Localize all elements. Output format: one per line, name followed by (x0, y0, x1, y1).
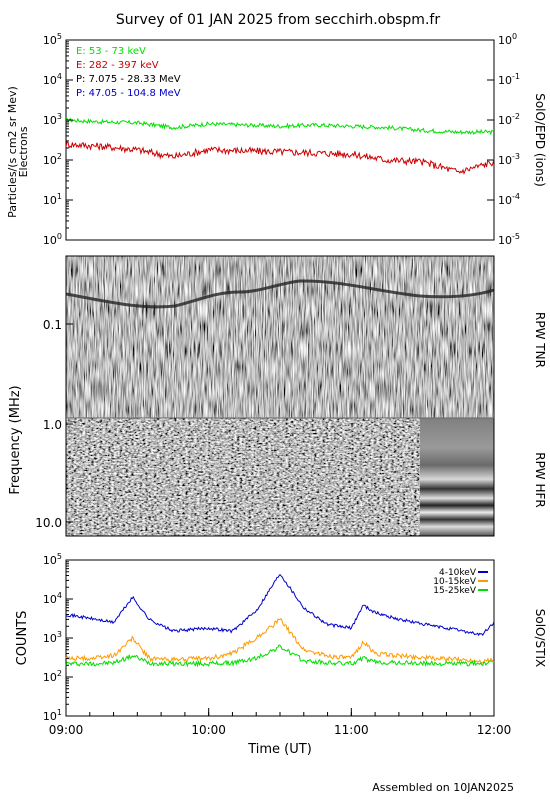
stix-series-line (65, 644, 495, 668)
stix-ylabel: COUNTS (15, 611, 30, 666)
rpw-panel: 0.1 1.0 10.0 Frequency (MHz) RPW TNR RPW H… (8, 255, 547, 537)
epd-y2tick-label: 100 (498, 32, 517, 47)
epd-ylabel2: Electrons (17, 126, 30, 177)
epd-y2tick-label: 10-1 (498, 72, 520, 87)
epd-ytick-label: 105 (43, 32, 62, 47)
stix-xtick-label: 12:00 (477, 723, 512, 737)
stix-right-label: SolO/STIX (533, 609, 547, 668)
stix-ytick-label: 105 (43, 552, 62, 567)
tnr-emission-lane (65, 279, 495, 309)
tnr-spectrogram (66, 256, 494, 418)
stix-legend-label: 15-25keV (433, 586, 477, 596)
epd-panel: E: 53 - 73 keV E: 282 - 397 keV P: 7.075 -… (6, 32, 547, 247)
rpw-tnr-label: RPW TNR (533, 312, 547, 368)
epd-ytick-label: 100 (43, 232, 62, 247)
stix-ytick-label: 101 (43, 708, 62, 723)
stix-ytick-label: 103 (43, 630, 62, 645)
stix-series-line (65, 573, 495, 637)
hfr-spectrogram (66, 418, 420, 536)
epd-ytick-label: 103 (43, 112, 62, 127)
epd-legend-item: P: 7.075 - 28.33 MeV (76, 74, 181, 85)
hfr-no-data-region (420, 418, 494, 536)
epd-legend: E: 53 - 73 keV E: 282 - 397 keV P: 7.075 -… (76, 46, 181, 99)
stix-xtick-label: 09:00 (49, 723, 84, 737)
epd-series-line (65, 140, 495, 176)
epd-ytick-label: 101 (43, 192, 62, 207)
epd-y2tick-label: 10-3 (498, 152, 520, 167)
stix-plot-frame (65, 559, 495, 717)
epd-series-line (66, 117, 495, 136)
stix-xlabel: Time (UT) (247, 742, 312, 757)
epd-right-label: SolO/EPD (ions) (533, 93, 547, 187)
epd-y2tick-label: 10-4 (498, 192, 520, 207)
stix-ytick-label: 104 (43, 591, 62, 606)
stix-xtick-label: 10:00 (191, 723, 226, 737)
epd-legend-item: P: 47.05 - 104.8 MeV (76, 88, 181, 99)
rpw-plot-frame (65, 255, 495, 537)
epd-plot-frame (65, 39, 495, 241)
rpw-ytick-label: 10.0 (35, 516, 62, 530)
epd-ytick-label: 104 (43, 72, 62, 87)
epd-y2tick-label: 10-2 (498, 112, 520, 127)
epd-y2tick-label: 10-5 (498, 232, 520, 247)
assembled-footer: Assembled on 10JAN2025 (372, 781, 514, 794)
epd-ytick-label: 102 (43, 152, 62, 167)
stix-xtick-label: 11:00 (334, 723, 369, 737)
stix-legend-label: 4-10keV (439, 568, 477, 578)
epd-legend-item: E: 282 - 397 keV (76, 60, 159, 71)
rpw-hfr-label: RPW HFR (533, 452, 547, 508)
rpw-ytick-label: 0.1 (43, 318, 62, 332)
epd-ylabel: Particles/(s cm2 sr Mev) (6, 86, 19, 218)
stix-ytick-label: 102 (43, 669, 62, 684)
rpw-ylabel: Frequency (MHz) (8, 385, 23, 494)
epd-legend-item: E: 53 - 73 keV (76, 46, 146, 57)
stix-series-line (65, 617, 495, 664)
rpw-ytick-label: 1.0 (43, 418, 62, 432)
page-title: Survey of 01 JAN 2025 from secchirh.obsp… (116, 12, 440, 28)
stix-legend-label: 10-15keV (433, 577, 477, 587)
